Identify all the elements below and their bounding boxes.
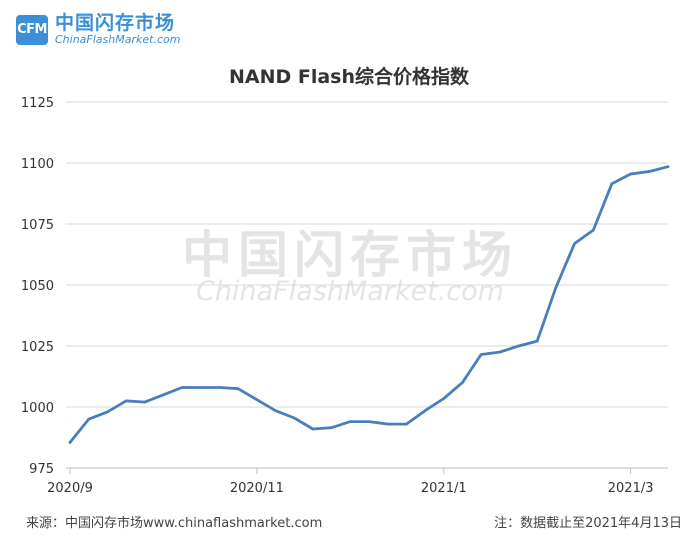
grid-lines (66, 101, 668, 408)
data-point (386, 422, 389, 426)
y-tick-label: 1000 (21, 401, 54, 416)
x-tick-label: 2021/3 (608, 481, 654, 496)
series-layer (68, 165, 670, 444)
data-point (629, 172, 632, 176)
chart-title: NAND Flash综合价格指数 (228, 66, 470, 88)
data-point (330, 426, 333, 430)
data-point (666, 165, 670, 168)
source-note: 来源：中国闪存市场www.chinaflashmarket.com (26, 516, 323, 531)
y-tick-label: 1050 (21, 279, 54, 294)
watermark-en: ChinaFlashMarket.com (196, 276, 504, 307)
data-cutoff-note: 注：数据截止至2021年4月13日 (494, 516, 682, 531)
y-tick-label: 975 (29, 462, 54, 477)
data-point (124, 399, 128, 403)
y-tick-label: 1100 (21, 157, 54, 172)
logo-badge: CFM (16, 14, 48, 45)
data-point (648, 170, 651, 173)
y-tick-label: 1125 (21, 96, 54, 111)
data-point (106, 410, 109, 414)
x-tick-label: 2021/1 (421, 481, 467, 496)
data-point (236, 387, 240, 391)
data-point (517, 344, 520, 348)
x-tick-label: 2020/9 (47, 481, 93, 496)
data-point (349, 420, 352, 423)
data-point (498, 350, 502, 354)
data-point (610, 182, 614, 186)
data-point (218, 386, 221, 389)
data-point (274, 409, 277, 412)
data-point (405, 422, 408, 426)
data-point (479, 353, 483, 356)
data-point (68, 441, 72, 444)
watermark-cn: 中国闪存市场 (182, 226, 518, 284)
logo-name-en: ChinaFlashMarket.com (55, 32, 181, 46)
y-axis-ticks: 975 1000 1025 1050 1075 1100 1125 (21, 96, 54, 477)
data-point (87, 417, 90, 421)
watermark: 中国闪存市场 ChinaFlashMarket.com (182, 226, 518, 307)
data-point (573, 242, 576, 245)
data-point (143, 400, 147, 404)
data-point (423, 409, 427, 412)
logo-name-cn: 中国闪存市场 (55, 12, 176, 34)
data-point (461, 381, 464, 384)
y-tick-label: 1075 (21, 218, 54, 233)
y-tick-label: 1025 (21, 340, 54, 355)
data-point (311, 427, 315, 431)
data-point (255, 398, 259, 401)
data-point (535, 339, 539, 343)
data-point (199, 386, 203, 389)
x-axis: 2020/9 2020/11 2021/1 2021/3 (47, 467, 668, 496)
cfm-logo[interactable]: CFM 中国闪存市场 ChinaFlashMarket.com (16, 12, 181, 46)
data-point (162, 393, 165, 397)
data-point (591, 228, 595, 232)
logo-text: 中国闪存市场 ChinaFlashMarket.com (55, 12, 181, 46)
data-point (554, 286, 558, 289)
data-point (442, 397, 446, 400)
data-point (367, 420, 371, 423)
x-tick-label: 2020/11 (230, 481, 284, 496)
data-point (292, 416, 296, 420)
data-point (180, 386, 184, 389)
